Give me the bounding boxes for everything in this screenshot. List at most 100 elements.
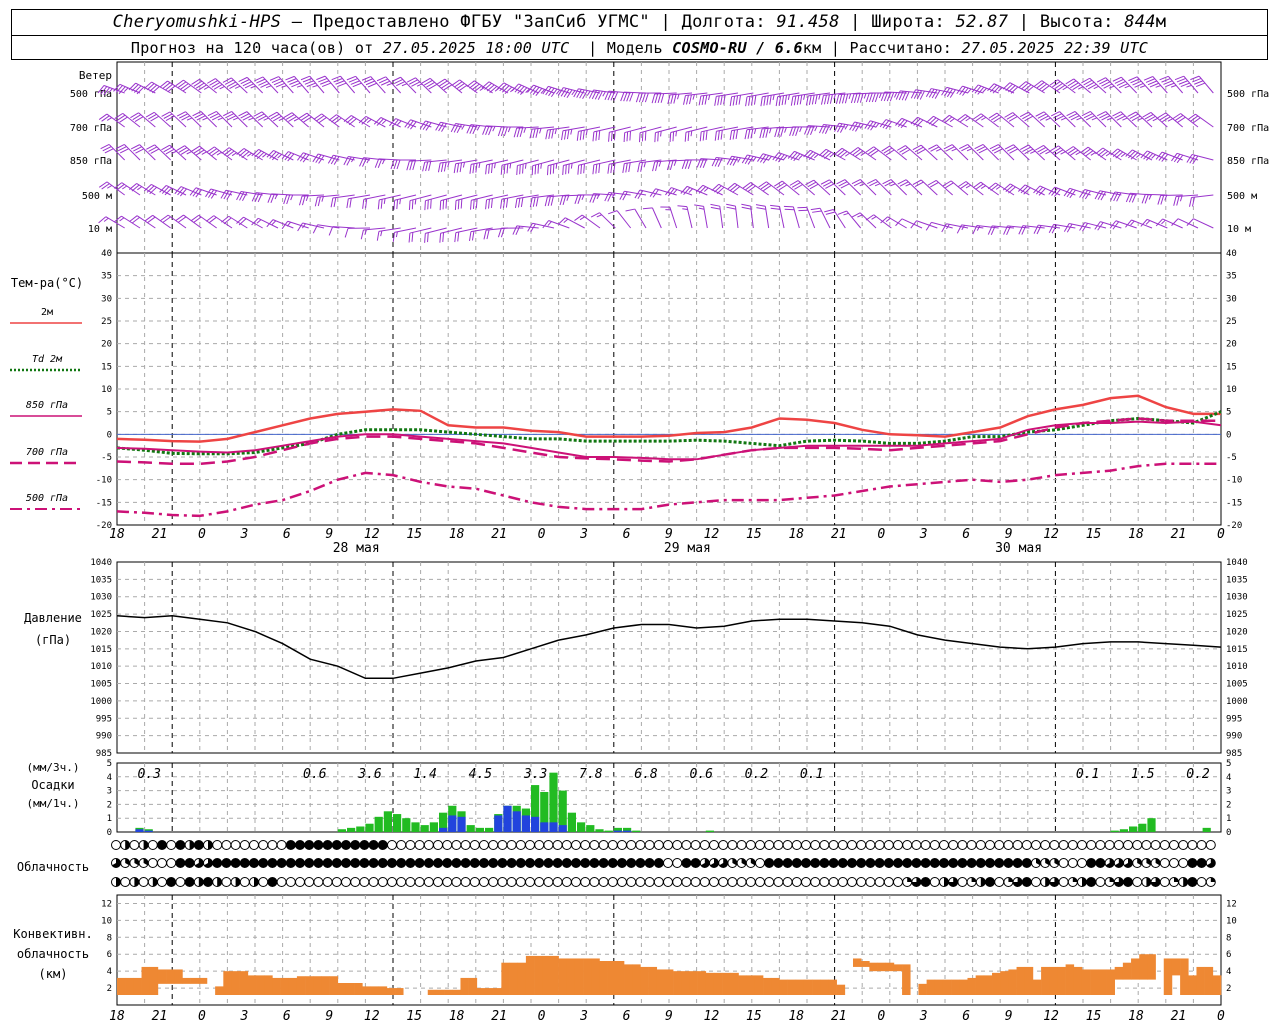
barb-shaft (394, 194, 417, 201)
cloud-cover-symbol (994, 877, 1005, 887)
cloud-cover-symbol (810, 877, 821, 887)
barb-feather (1191, 197, 1195, 207)
barb-feather (443, 162, 447, 172)
barb-feather (699, 131, 702, 142)
cloud-cover-symbol (598, 877, 609, 887)
barb-half-feather (461, 124, 465, 130)
barb-shaft (1121, 76, 1138, 94)
barb-feather (945, 182, 954, 189)
barb-feather (844, 93, 849, 104)
barb-feather (793, 95, 797, 106)
barb-feather (732, 96, 736, 106)
cloud-cover-fill (1045, 877, 1050, 887)
cloud-cover-symbol (166, 858, 177, 868)
barb-feather (747, 129, 751, 139)
barb-feather (1004, 144, 1014, 150)
barb-feather (1005, 83, 1013, 91)
barb-half-feather (1151, 154, 1156, 159)
precip-bar-liquid (337, 829, 346, 832)
barb-feather (318, 117, 327, 124)
cloud-cover-symbol (975, 840, 986, 850)
barb-feather (150, 148, 160, 154)
barb-feather (456, 83, 465, 90)
barb-shaft (516, 225, 539, 229)
precip-3h-total: 0.2 (1186, 767, 1210, 782)
barb-feather (113, 83, 121, 92)
barb-feather (101, 115, 110, 122)
barb-feather (930, 146, 940, 152)
barb-feather (839, 124, 846, 133)
cloud-cover-symbol (405, 877, 416, 887)
barb-shaft (669, 206, 678, 229)
barb-shaft (169, 111, 187, 128)
barb-feather (934, 90, 941, 99)
barb-shaft (996, 112, 1015, 128)
wind-barb (406, 77, 432, 94)
wind-barb (695, 184, 723, 196)
time-tick-label-bottom: 3 (919, 1009, 928, 1024)
barb-feather (576, 89, 582, 98)
barb-feather (594, 90, 600, 100)
barb-feather (359, 157, 364, 167)
barb-feather (205, 215, 215, 222)
barb-feather (519, 127, 524, 138)
barb-half-feather (981, 116, 987, 121)
barb-feather (928, 144, 937, 150)
barb-shaft (833, 209, 846, 229)
wind-barb (820, 92, 846, 105)
barb-feather (474, 85, 483, 92)
barb-feather (314, 196, 318, 207)
barb-feather (393, 78, 403, 84)
barb-feather (1019, 111, 1029, 118)
barb-half-feather (596, 193, 600, 200)
barb-feather (159, 80, 168, 88)
barb-feather (251, 149, 260, 157)
cloud-cover-fill (783, 858, 793, 868)
cloud-cover-fill (939, 858, 949, 868)
barb-feather (501, 85, 510, 93)
barb-shaft (532, 194, 555, 199)
time-tick-label-bottom: 15 (406, 1009, 422, 1024)
barb-half-feather (248, 117, 254, 121)
wind-barb (941, 86, 969, 98)
barb-feather (220, 189, 227, 199)
barb-feather (306, 82, 316, 88)
barb-feather (378, 78, 388, 84)
barb-shaft (950, 180, 969, 196)
wind-barb (527, 222, 555, 233)
barb-feather (236, 191, 242, 201)
barb-feather (1099, 79, 1108, 85)
barb-shaft (949, 114, 969, 128)
wind-barb (1019, 111, 1046, 128)
barb-feather (990, 225, 996, 236)
barb-half-feather (1136, 153, 1141, 158)
barb-half-feather (1186, 84, 1192, 88)
convective-cloud-bar (689, 971, 698, 995)
convective-cloud-bar (1090, 969, 1099, 995)
barb-feather (1143, 151, 1151, 160)
temp-ytick-left: 0 (107, 430, 112, 440)
cloud-cover-fill (157, 840, 167, 850)
barb-shaft (440, 227, 463, 234)
time-tick-label: 15 (746, 527, 762, 542)
barb-feather (931, 118, 940, 126)
cloud-cover-fill (865, 858, 875, 868)
barb-feather (362, 157, 367, 167)
barb-feather (380, 199, 383, 209)
barb-feather (516, 165, 518, 176)
wind-barb (1035, 144, 1061, 161)
barb-feather (673, 94, 677, 104)
barb-feather (865, 146, 875, 153)
barb-shaft (246, 77, 264, 94)
barb-shaft (167, 214, 187, 229)
convective-cloud-bar (583, 958, 592, 995)
barb-feather (961, 146, 971, 152)
barb-half-feather (660, 131, 662, 137)
convective-cloud-bar (231, 971, 240, 995)
cloud-cover-symbol (755, 840, 765, 850)
barb-feather (807, 181, 817, 188)
barb-feather (821, 124, 827, 134)
barb-feather (1051, 187, 1058, 196)
barb-half-feather (277, 153, 282, 159)
cloud-cover-symbol (249, 840, 259, 850)
